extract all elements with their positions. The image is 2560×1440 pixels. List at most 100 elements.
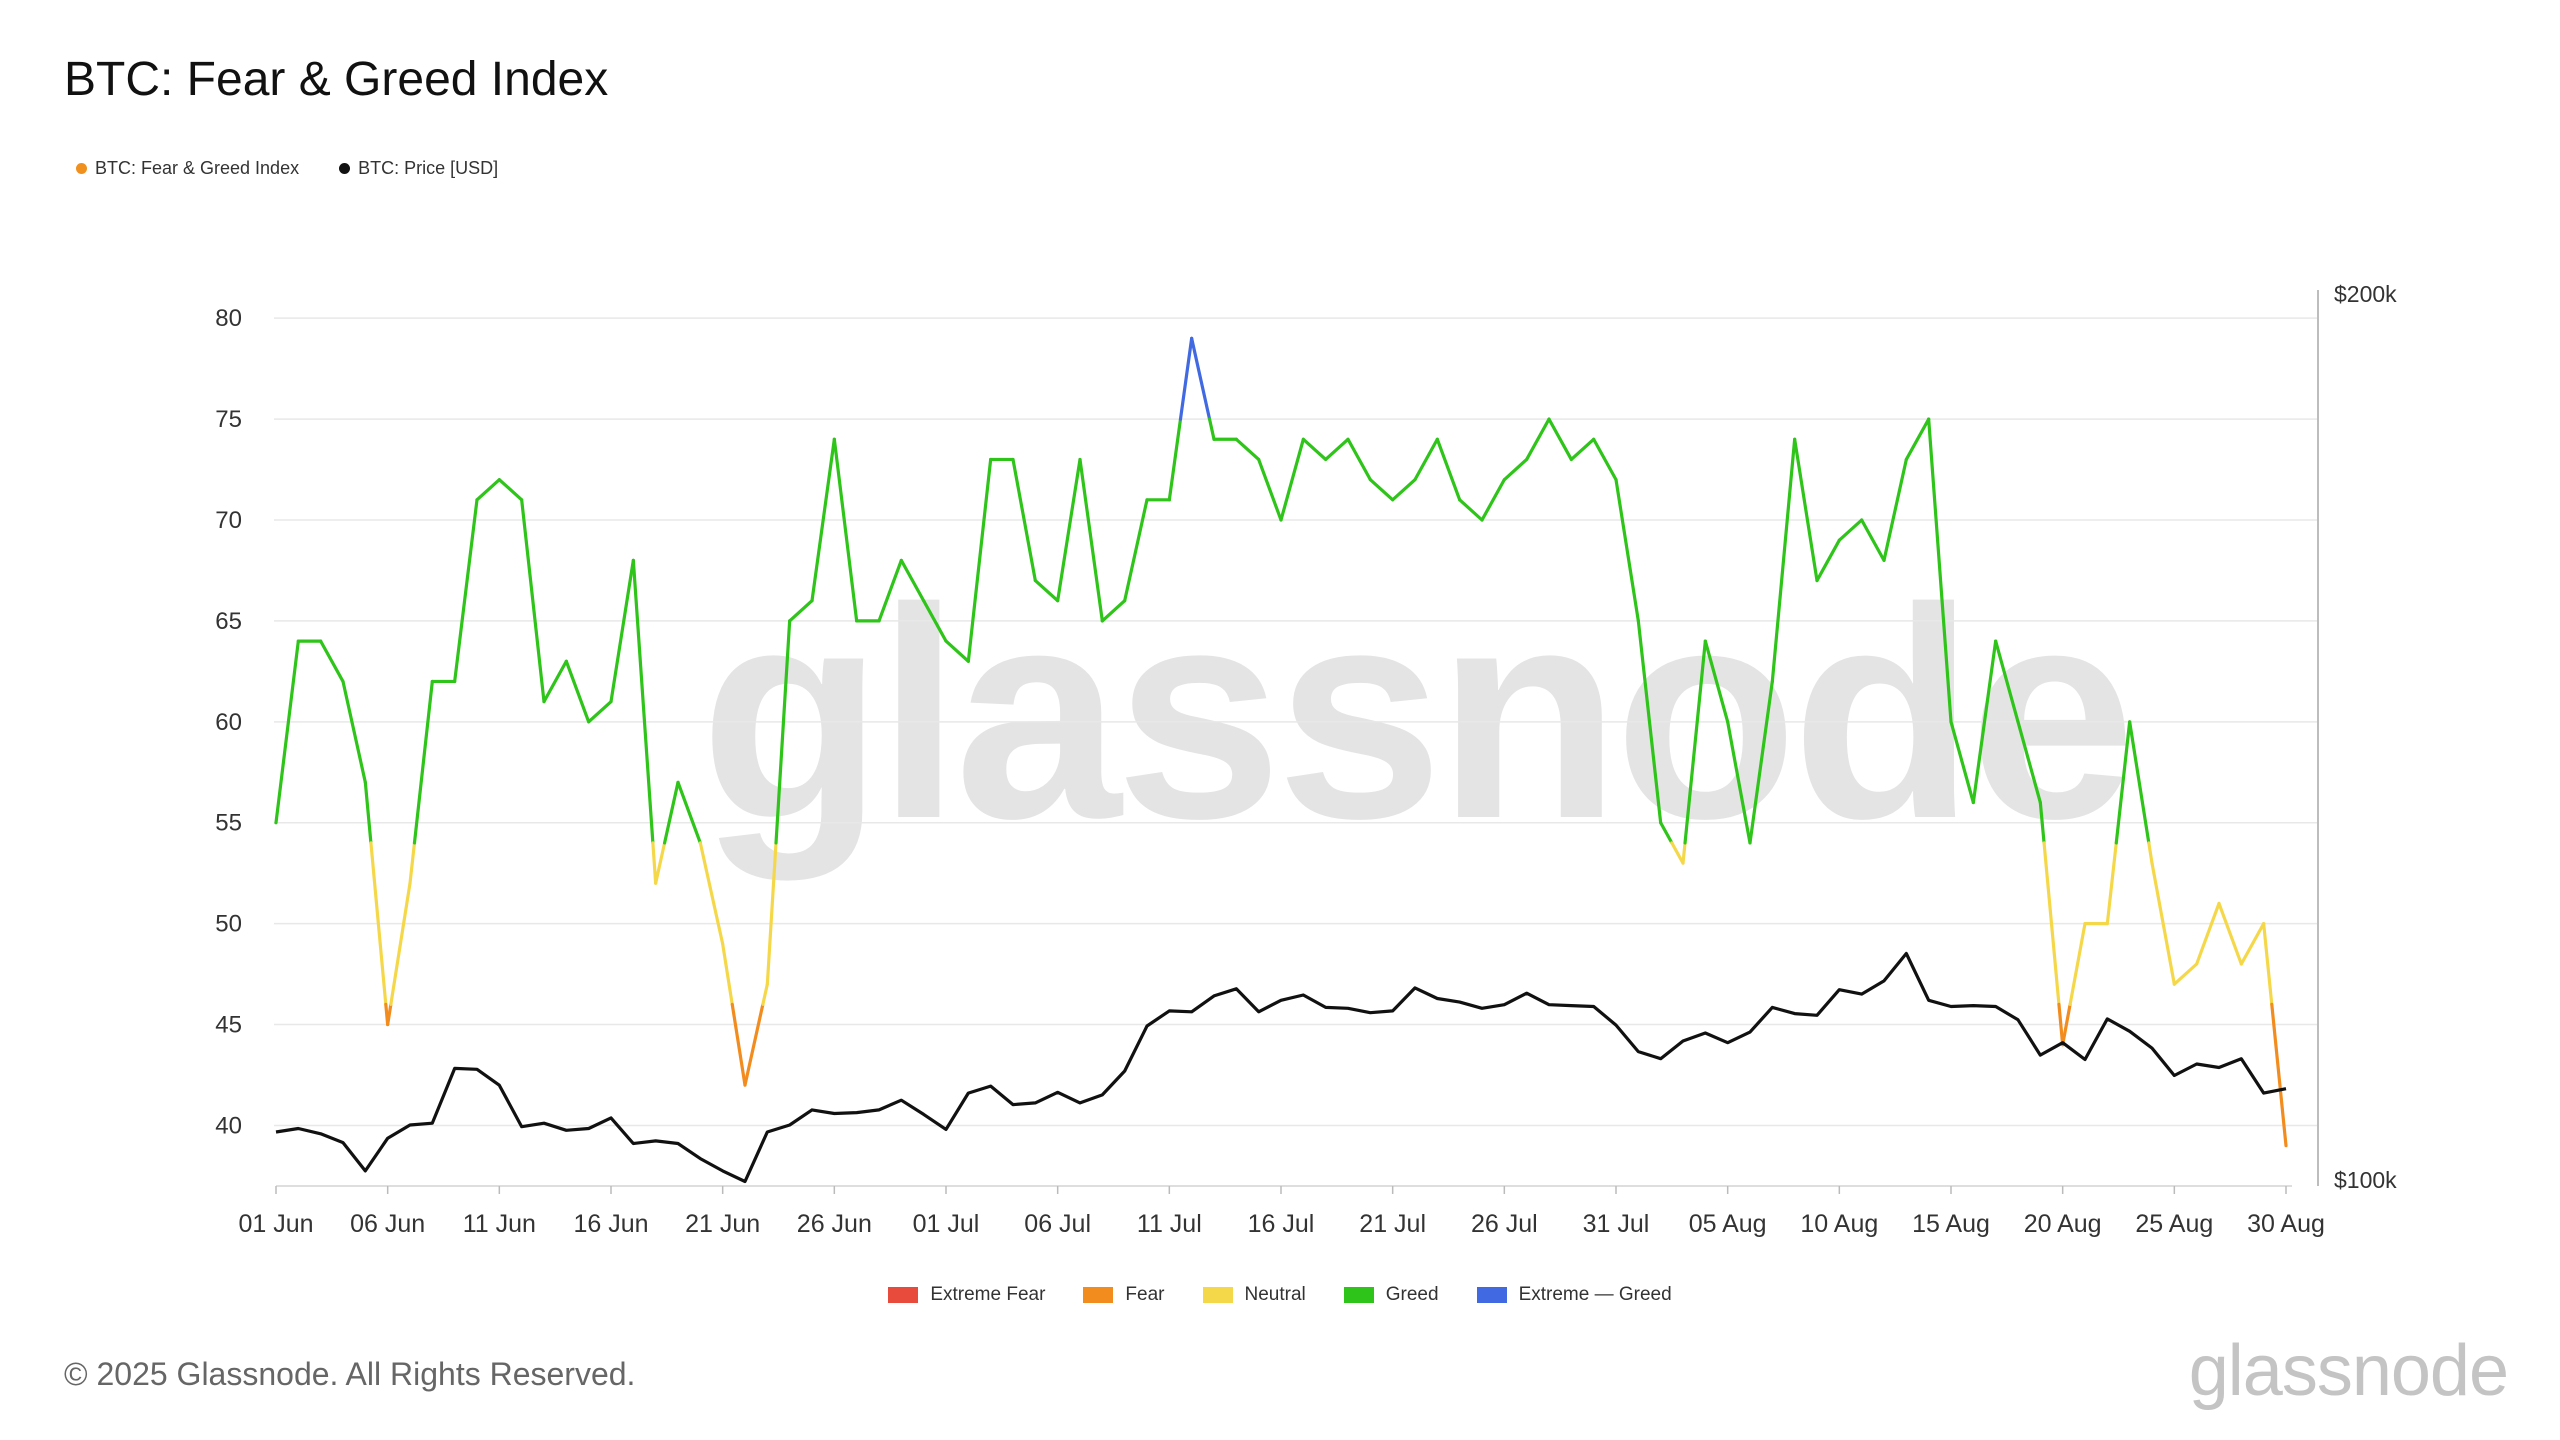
fear-greed-segment-40-1 xyxy=(1178,336,1194,421)
zone-swatch-extreme-greed xyxy=(1476,1287,1507,1303)
zone-swatch-fear xyxy=(1083,1287,1114,1303)
fear-greed-segment-6-1 xyxy=(412,679,434,845)
fear-greed-segment-0-0 xyxy=(274,639,300,825)
fear-greed-segment-54-0 xyxy=(1480,478,1506,522)
fear-greed-segment-57-0 xyxy=(1547,417,1573,462)
zone-legend-extreme-greed[interactable]: Extreme — Greed xyxy=(1476,1284,1672,1306)
zone-swatch-extreme-fear xyxy=(888,1287,919,1303)
fear-greed-segment-59-0 xyxy=(1592,437,1618,482)
fear-greed-segment-50-0 xyxy=(1391,478,1417,502)
fear-greed-segment-16-1 xyxy=(651,841,658,885)
fear-greed-segment-79-2 xyxy=(2057,1002,2065,1047)
legend-dot-price xyxy=(339,163,351,174)
y-tick-label-60: 60 xyxy=(215,709,242,736)
fear-greed-segment-62-0 xyxy=(1659,821,1674,845)
fear-greed-segment-72-0 xyxy=(1882,457,1908,562)
x-tick-label-2: 11 Jun xyxy=(463,1210,536,1238)
brand-logo: glassnode xyxy=(2188,1331,2509,1411)
fear-greed-segment-76-0 xyxy=(1971,639,1998,805)
fear-greed-segment-79-0 xyxy=(2038,800,2046,845)
fear-greed-segment-27-0 xyxy=(877,558,903,623)
chart-title: BTC: Fear & Greed Index xyxy=(64,53,609,106)
fear-greed-segment-78-0 xyxy=(2016,720,2042,805)
fear-greed-segment-44-0 xyxy=(1257,457,1283,522)
zone-legend: Extreme Fear Fear Neutral Greed Extreme … xyxy=(0,1284,2560,1306)
x-tick-label-0: 01 Jun xyxy=(238,1210,313,1238)
fear-greed-segment-79-1 xyxy=(2042,841,2061,1006)
fear-greed-segment-71-0 xyxy=(1860,518,1886,562)
x-tick-label-6: 01 Jul xyxy=(913,1210,980,1238)
fear-greed-segment-4-1 xyxy=(369,841,388,1006)
fear-greed-segment-80-1 xyxy=(2068,922,2087,1006)
y-right-tick-label-0: $200k xyxy=(2334,281,2397,307)
fear-greed-segment-67-0 xyxy=(1770,437,1797,684)
x-tick-label-3: 16 Jun xyxy=(573,1210,648,1238)
legend-item-price[interactable]: BTC: Price [USD] xyxy=(339,158,498,179)
x-tick-label-4: 21 Jun xyxy=(685,1210,760,1238)
fear-greed-segment-22-0 xyxy=(765,841,778,986)
fear-greed-segment-36-0 xyxy=(1078,457,1104,623)
fear-greed-segment-89-1 xyxy=(2270,1002,2288,1148)
fear-greed-segment-21-0 xyxy=(743,1002,765,1087)
zone-swatch-neutral xyxy=(1202,1287,1233,1303)
fear-greed-segment-17-0 xyxy=(654,841,667,885)
x-tick-label-16: 20 Aug xyxy=(2024,1210,2102,1238)
fear-greed-segment-41-0 xyxy=(1190,336,1212,421)
zone-legend-greed[interactable]: Greed xyxy=(1343,1284,1439,1306)
legend-label-price: BTC: Price [USD] xyxy=(358,158,499,178)
x-tick-label-7: 06 Jul xyxy=(1024,1210,1091,1238)
zone-legend-neutral[interactable]: Neutral xyxy=(1202,1284,1306,1306)
y-right-tick-label-1: $100k xyxy=(2334,1167,2397,1193)
fear-greed-segment-63-1 xyxy=(1683,639,1707,845)
fear-greed-segment-43-0 xyxy=(1234,437,1261,462)
fear-greed-segment-88-0 xyxy=(2239,922,2266,966)
fear-greed-segment-23-0 xyxy=(788,599,814,623)
y-tick-label-75: 75 xyxy=(215,406,242,433)
fear-greed-segment-34-0 xyxy=(1033,578,1060,603)
fear-greed-segment-20-1 xyxy=(730,1002,747,1087)
fear-greed-segment-63-0 xyxy=(1681,841,1687,865)
fear-greed-segment-22-1 xyxy=(774,619,792,845)
y-tick-label-45: 45 xyxy=(215,1012,242,1039)
x-tick-label-11: 26 Jul xyxy=(1471,1210,1538,1238)
x-tick-label-13: 05 Aug xyxy=(1689,1210,1767,1238)
series-price-line xyxy=(275,951,2287,1184)
fear-greed-segment-25-0 xyxy=(832,437,859,623)
fear-greed-segment-13-0 xyxy=(564,659,591,724)
x-tick-label-12: 31 Jul xyxy=(1583,1210,1650,1238)
fear-greed-segment-41-1 xyxy=(1207,417,1216,441)
zone-legend-extreme-fear[interactable]: Extreme Fear xyxy=(888,1284,1045,1306)
fear-greed-segment-5-1 xyxy=(389,881,412,1006)
fear-greed-segment-37-0 xyxy=(1100,599,1127,623)
fear-greed-segment-3-0 xyxy=(341,679,367,784)
fear-greed-segment-14-0 xyxy=(587,700,613,724)
fear-greed-segment-35-0 xyxy=(1056,457,1082,603)
series-fear-greed-line xyxy=(274,336,2288,1148)
fear-greed-segment-80-0 xyxy=(2061,1002,2072,1047)
fear-greed-segment-74-0 xyxy=(1927,417,1953,724)
legend-item-fear-greed[interactable]: BTC: Fear & Greed Index xyxy=(76,158,299,179)
fear-greed-segment-8-0 xyxy=(453,498,479,684)
fear-greed-segment-31-0 xyxy=(966,457,993,663)
fear-greed-segment-45-0 xyxy=(1279,437,1305,522)
fear-greed-segment-40-0 xyxy=(1167,417,1183,502)
fear-greed-segment-30-0 xyxy=(944,639,970,663)
fear-greed-segment-60-0 xyxy=(1614,478,1640,623)
zone-legend-fear[interactable]: Fear xyxy=(1083,1284,1165,1306)
zone-label-greed: Greed xyxy=(1385,1284,1439,1305)
fear-greed-segment-2-0 xyxy=(319,639,345,684)
fear-greed-segment-83-1 xyxy=(2147,841,2154,865)
fear-greed-segment-85-0 xyxy=(2172,962,2199,986)
fear-greed-segment-70-0 xyxy=(1837,518,1864,542)
fear-greed-segment-16-0 xyxy=(631,558,655,845)
fear-greed-segment-73-0 xyxy=(1904,417,1931,462)
fear-greed-segment-29-0 xyxy=(922,599,948,643)
fear-greed-segment-89-0 xyxy=(2262,922,2274,1006)
y-tick-label-40: 40 xyxy=(215,1112,242,1139)
fear-greed-segment-17-1 xyxy=(662,780,680,845)
fear-greed-segment-84-0 xyxy=(2150,861,2176,986)
legend-dot-fear-greed xyxy=(76,163,87,174)
fear-greed-segment-58-0 xyxy=(1569,437,1596,462)
fear-greed-segment-49-0 xyxy=(1368,478,1395,502)
